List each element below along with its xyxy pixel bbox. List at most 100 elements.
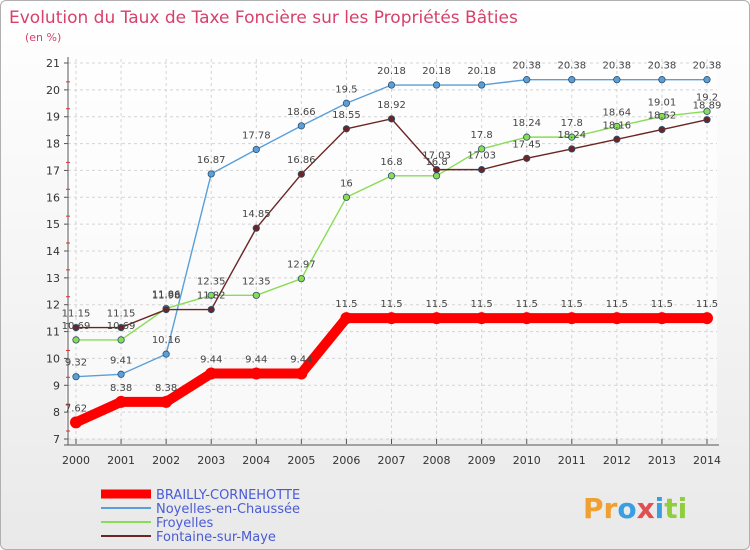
- data-labels: 7.62 8.38 8.38 9.44 9.44 9.44 11.5 11.5 11.5 11.5…: [62, 61, 722, 415]
- x-tick-label: 2006: [332, 454, 360, 467]
- data-point: [207, 305, 215, 314]
- data-point: [72, 323, 80, 332]
- data-point: [342, 99, 351, 107]
- legend: BRAILLY-CORNEHOTTENoyelles-en-ChausséeFr…: [101, 488, 300, 545]
- data-point: [430, 312, 443, 325]
- x-tick-label: 2007: [378, 454, 406, 467]
- data-point: [478, 166, 486, 174]
- data-label: 19.5: [335, 84, 357, 95]
- data-point: [72, 336, 80, 344]
- data-point: [613, 76, 621, 84]
- data-label: 9.44: [290, 354, 312, 365]
- data-point: [297, 170, 305, 178]
- data-label: 17.8: [471, 130, 493, 141]
- data-point: [387, 172, 396, 180]
- series-group: [70, 76, 713, 429]
- data-point: [205, 367, 218, 380]
- chart-subtitle: (en %): [25, 31, 61, 44]
- x-tick-label: 2013: [648, 454, 676, 467]
- legend-label: Noyelles-en-Chaussée: [156, 502, 300, 517]
- data-label: 20.18: [467, 66, 496, 77]
- data-label: 11.15: [62, 309, 91, 320]
- y-tick-label: 20: [46, 84, 60, 97]
- data-label: 16.86: [287, 155, 316, 166]
- data-label: 11.5: [561, 299, 583, 310]
- logo-part: x: [637, 492, 655, 525]
- data-point: [340, 312, 353, 325]
- y-tick-label: 7: [53, 433, 60, 446]
- data-point: [703, 107, 711, 115]
- data-label: 11.86: [152, 289, 181, 300]
- data-label: 17.8: [561, 118, 583, 129]
- y-tick-label: 17: [46, 164, 60, 177]
- data-point: [117, 370, 125, 378]
- data-point: [658, 126, 666, 134]
- data-label: 11.5: [471, 299, 493, 310]
- data-label: 11.5: [696, 299, 718, 310]
- proxiti-logo: Proxiti: [583, 492, 687, 525]
- x-tick-label: 2012: [603, 454, 631, 467]
- x-tick-label: 2011: [558, 454, 586, 467]
- legend-label: BRAILLY-CORNEHOTTE: [156, 488, 300, 503]
- data-point: [523, 76, 531, 84]
- x-tick-label: 2000: [62, 454, 90, 467]
- data-point: [613, 122, 621, 130]
- data-point: [162, 350, 170, 358]
- y-tick-label: 12: [46, 299, 60, 312]
- data-label: 16: [340, 178, 353, 189]
- data-point: [295, 367, 308, 380]
- y-tick-label: 10: [46, 352, 60, 365]
- data-point: [387, 115, 396, 123]
- data-label: 11.5: [516, 299, 538, 310]
- data-label: 10.16: [152, 335, 181, 346]
- data-label: 10.69: [107, 321, 136, 332]
- data-label: 9.41: [110, 355, 132, 366]
- y-tick-label: 8: [53, 406, 60, 419]
- data-label: 17.03: [467, 151, 496, 162]
- y-tick-label: 16: [46, 191, 60, 204]
- data-point: [432, 166, 441, 174]
- data-label: 16.8: [425, 157, 447, 168]
- axes: 7 8 9 10 11 12 13 14 15 16 17 18 19 20 21 2000 2001 2002 2…: [46, 57, 721, 467]
- data-point: [342, 193, 351, 201]
- data-point: [387, 81, 396, 89]
- x-tick-label: 2004: [242, 454, 270, 467]
- data-label: 20.38: [557, 61, 586, 72]
- data-point: [252, 145, 260, 154]
- data-label: 18.55: [332, 110, 361, 121]
- x-tick-label: 2005: [287, 454, 315, 467]
- data-label: 7.62: [65, 403, 87, 414]
- data-point: [250, 367, 263, 380]
- data-label: 11.5: [606, 299, 628, 310]
- data-label: 11.5: [380, 299, 402, 310]
- data-label: 12.35: [242, 276, 271, 287]
- data-label: 14.85: [242, 209, 271, 220]
- logo-part: i: [655, 492, 665, 525]
- data-label: 18.52: [648, 111, 677, 122]
- data-label: 8.38: [110, 383, 132, 394]
- data-label: 18.16: [603, 120, 632, 131]
- data-point: [207, 170, 215, 178]
- data-point: [115, 395, 128, 408]
- data-label: 10.69: [62, 321, 91, 332]
- y-tick-label: 13: [46, 272, 60, 285]
- data-point: [523, 133, 531, 141]
- x-tick-label: 2009: [468, 454, 496, 467]
- y-tick-label: 19: [46, 111, 60, 124]
- data-point: [252, 224, 260, 232]
- legend-label: Fontaine-sur-Maye: [156, 530, 276, 545]
- data-label: 20.38: [603, 61, 632, 72]
- data-point: [297, 122, 305, 130]
- data-point: [658, 112, 666, 121]
- data-point: [613, 135, 621, 143]
- data-label: 20.38: [693, 61, 722, 72]
- data-point: [162, 305, 170, 314]
- data-point: [252, 291, 260, 299]
- data-point: [342, 125, 351, 133]
- data-label: 20.38: [648, 61, 677, 72]
- logo-text: Proxiti: [583, 492, 687, 525]
- logo-part: ti: [664, 492, 687, 525]
- data-label: 16.87: [197, 155, 226, 166]
